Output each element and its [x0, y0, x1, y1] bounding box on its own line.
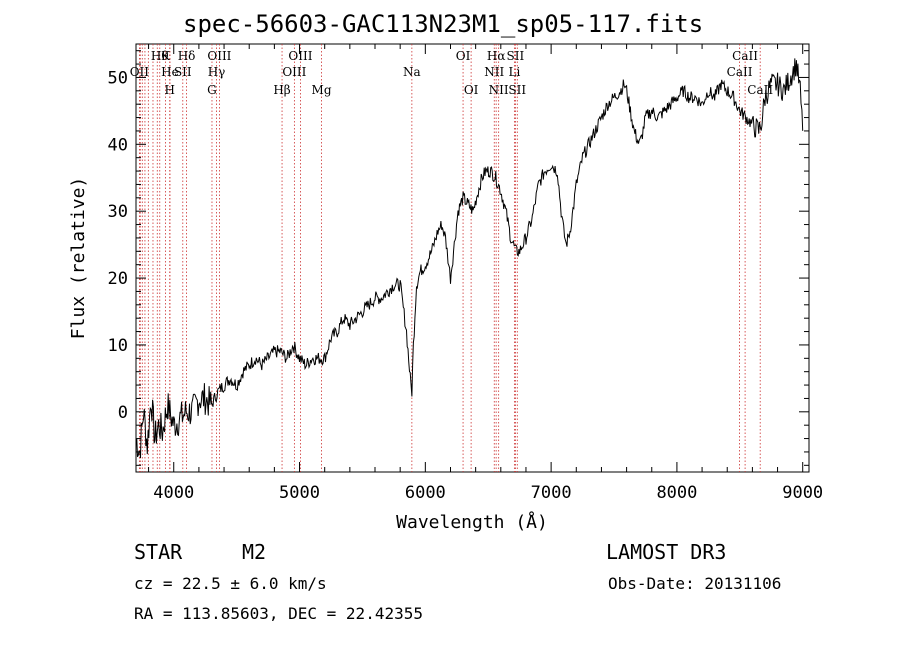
spectral-line-label: SII — [174, 65, 192, 79]
x-tick-label: 8000 — [656, 483, 697, 503]
spectral-line-label: G — [207, 83, 217, 97]
spectral-line-label: OIII — [288, 49, 312, 63]
object-class: STAR — [134, 540, 183, 564]
chart-title: spec-56603-GAC113N23M1_sp05-117.fits — [183, 10, 704, 38]
coordinates-text: RA = 113.85603, DEC = 22.42355 — [134, 604, 423, 623]
line-marker-labels: OIIHθKHHeSIIHδGHγOIIIHβOIIIOIIIMgNaOIOIN… — [130, 49, 774, 97]
x-axis-label: Wavelength (Å) — [396, 511, 548, 533]
spectrum-series — [136, 58, 804, 459]
spectral-line-label: NII — [484, 65, 504, 79]
spectral-line-label: Li — [508, 65, 520, 79]
spectral-line-label: SII — [507, 49, 525, 63]
spectral-line-label: NII — [489, 83, 509, 97]
spectral-line-label: CaII — [732, 49, 758, 63]
spectral-line-label: Mg — [312, 83, 332, 97]
spectral-line-label: Hδ — [178, 49, 196, 63]
survey-name: LAMOST DR3 — [606, 540, 727, 564]
y-tick-label: 50 — [108, 68, 128, 88]
object-subclass: M2 — [242, 540, 267, 564]
spectral-line-label: Na — [403, 65, 421, 79]
spectral-line-label: Hβ — [273, 83, 290, 97]
y-tick-label: 0 — [118, 403, 128, 423]
line-markers — [138, 44, 761, 472]
spectral-line-label: OI — [456, 49, 471, 63]
spectral-line-label: Hα — [487, 49, 506, 63]
spectral-line-label: OII — [130, 65, 150, 79]
y-tick-label: 40 — [108, 135, 128, 155]
x-tick-label: 7000 — [531, 483, 572, 503]
x-tick-label: 4000 — [153, 483, 194, 503]
spectral-line-label: CaII — [727, 65, 753, 79]
y-tick-label: 20 — [108, 269, 128, 289]
spectral-line-label: OI — [464, 83, 479, 97]
spectrum-line — [136, 58, 804, 459]
spectral-line-label: K — [161, 49, 171, 63]
obs-date-text: Obs-Date: 20131106 — [608, 574, 782, 593]
spectral-line-label: OIII — [207, 49, 231, 63]
x-axis-ticks: 4000 5000 6000 7000 8000 9000 — [148, 44, 823, 503]
spectral-line-label: CaII — [747, 83, 773, 97]
spectral-line-label: Hγ — [208, 65, 226, 79]
x-tick-label: 6000 — [405, 483, 446, 503]
y-tick-label: 10 — [108, 336, 128, 356]
spectral-line-label: SII — [508, 83, 526, 97]
spectral-line-label: Hθ — [151, 49, 169, 63]
x-tick-label: 5000 — [279, 483, 320, 503]
x-tick-label: 9000 — [782, 483, 823, 503]
spectral-line-label: H — [164, 83, 174, 97]
y-axis-label: Flux (relative) — [68, 177, 89, 340]
y-axis-ticks: 0 10 20 30 40 50 — [108, 50, 809, 466]
plot-frame — [135, 43, 810, 473]
spectral-line-label: OIII — [282, 65, 306, 79]
redshift-text: cz = 22.5 ± 6.0 km/s — [134, 574, 327, 593]
spectral-line-label: He — [161, 65, 179, 79]
y-tick-label: 30 — [108, 202, 128, 222]
